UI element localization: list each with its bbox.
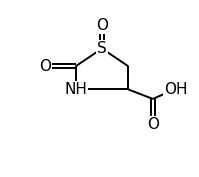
Text: O: O — [39, 59, 51, 74]
Text: S: S — [97, 41, 107, 56]
Text: O: O — [96, 18, 108, 33]
Text: OH: OH — [164, 82, 188, 97]
Text: NH: NH — [64, 82, 87, 97]
Text: O: O — [147, 117, 159, 132]
